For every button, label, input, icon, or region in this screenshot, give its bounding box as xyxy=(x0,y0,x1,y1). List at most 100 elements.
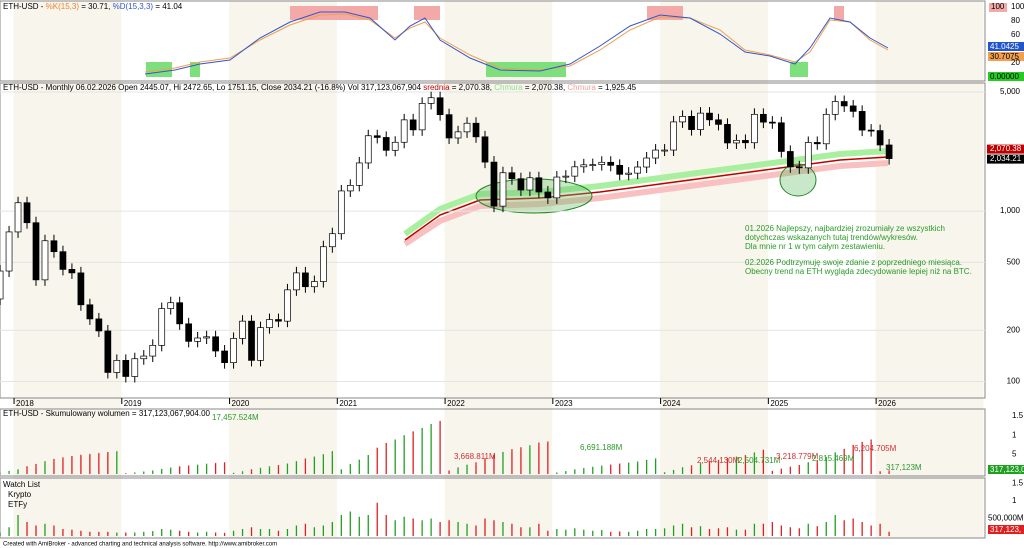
last-price-box xyxy=(987,154,1024,164)
candle xyxy=(858,111,866,131)
volume-label: 2,504.731M xyxy=(738,456,781,465)
candle xyxy=(795,166,803,169)
candle xyxy=(436,97,444,116)
watch-list-item[interactable]: Krypto xyxy=(8,490,32,499)
note-line: Dla mnie nr 1 w tym całym zestawieniu. xyxy=(745,242,885,251)
candle xyxy=(320,246,327,282)
zero-box: 0.00000 xyxy=(990,72,1019,81)
ma-box xyxy=(987,144,1024,154)
candle xyxy=(122,360,130,377)
candle xyxy=(454,131,462,139)
candle xyxy=(813,142,821,145)
candle xyxy=(777,122,785,152)
candle xyxy=(508,172,516,180)
axis-box xyxy=(988,465,1024,474)
stoch-panel xyxy=(0,0,986,82)
candle xyxy=(203,336,210,339)
candle xyxy=(517,178,525,191)
candle xyxy=(670,121,677,151)
candle xyxy=(14,202,22,233)
candle xyxy=(553,176,561,199)
volume-labels: 17,457.524M 3,668.811M 6,691.188M 2,544.… xyxy=(212,413,922,472)
candle xyxy=(786,151,794,168)
candle xyxy=(427,97,435,104)
candle xyxy=(77,272,85,306)
note-line: dotychczas wskazanych tutaj trendów/wykr… xyxy=(745,233,918,242)
volume-label: 6,691.188M xyxy=(580,443,623,452)
highlight-ellipse xyxy=(779,163,817,197)
candle xyxy=(840,101,848,107)
k-value: = 30.71, xyxy=(79,2,113,11)
stoch-axis: 100 100 80 60 41.0425 30.7075 20 0.00000 xyxy=(988,2,1024,81)
candle xyxy=(41,240,49,281)
volume-panel xyxy=(0,408,986,477)
candle xyxy=(337,190,345,235)
candle xyxy=(302,272,309,288)
candle xyxy=(266,319,273,329)
candle xyxy=(167,302,175,309)
candle xyxy=(391,141,399,151)
x-tick-label: 2023 xyxy=(555,399,573,408)
volume-label: 3,668.811M xyxy=(454,452,496,461)
d-line xyxy=(144,13,889,73)
candle xyxy=(562,175,570,178)
candle xyxy=(293,272,300,291)
watch-list[interactable]: Watch List xyxy=(3,480,41,489)
year-band xyxy=(229,1,337,538)
overbought-zone xyxy=(414,6,440,20)
y-tick-label: 1,000 xyxy=(1000,206,1021,215)
candle xyxy=(194,337,201,342)
overbought-zone xyxy=(834,6,844,20)
candle xyxy=(364,135,372,164)
oversold-zone xyxy=(190,62,200,77)
notes: 01.2026 Najlepszy, najbardziej zrozumiał… xyxy=(745,224,972,276)
candle xyxy=(472,122,480,138)
cloud-label: Chmura xyxy=(494,83,523,92)
candle xyxy=(598,161,606,165)
candle xyxy=(634,166,642,174)
cloud-value: = 1,925.45 xyxy=(596,83,637,92)
candle xyxy=(580,164,588,168)
candle xyxy=(526,177,534,191)
axis-label: 20 xyxy=(1011,58,1020,67)
x-tick-label: 2021 xyxy=(339,399,357,408)
candle xyxy=(50,240,58,253)
candle xyxy=(140,355,148,360)
year-band xyxy=(13,1,122,538)
y-tick-label: 1.5 xyxy=(1012,479,1024,488)
ma-box-label: 2,070.38 xyxy=(990,144,1022,153)
volume-header: ETH-USD - Skumulowany wolumen = 317,123,… xyxy=(3,409,211,418)
candle xyxy=(607,161,615,166)
candle xyxy=(382,137,390,151)
year-band xyxy=(660,1,768,538)
candle xyxy=(724,124,731,144)
axis-box xyxy=(988,72,1024,81)
candle xyxy=(176,302,184,325)
candle xyxy=(248,320,255,361)
candle xyxy=(463,122,471,133)
last-price-label: 2,034.21 xyxy=(990,154,1022,163)
candle xyxy=(625,172,633,175)
axis-box xyxy=(988,525,1024,534)
cloud-value: = 2,070.38, xyxy=(523,83,568,92)
candle xyxy=(158,308,166,346)
candle xyxy=(445,114,453,139)
volume-label: 6,204.705M xyxy=(854,444,897,453)
candle xyxy=(409,119,417,131)
cloud-lower xyxy=(403,160,889,247)
price-header: ETH-USD - Monthly 06.02.2026 Open 2445.0… xyxy=(3,83,637,92)
candle xyxy=(221,350,228,364)
oversold-zone xyxy=(790,62,808,77)
axis-label: 100 xyxy=(991,2,1005,11)
y-tick-label: 100 xyxy=(1007,377,1021,386)
axis-label: 80 xyxy=(1011,16,1020,25)
watch-list-item[interactable]: ETFy xyxy=(8,500,27,509)
y-tick-label: 1.5 xyxy=(1012,411,1024,420)
ma-value: = 2,070.38, xyxy=(450,83,495,92)
candle xyxy=(679,116,686,123)
x-tick-label: 2019 xyxy=(124,399,142,408)
candle xyxy=(706,112,713,121)
candle xyxy=(131,358,139,377)
x-tick-label: 2022 xyxy=(447,399,465,408)
